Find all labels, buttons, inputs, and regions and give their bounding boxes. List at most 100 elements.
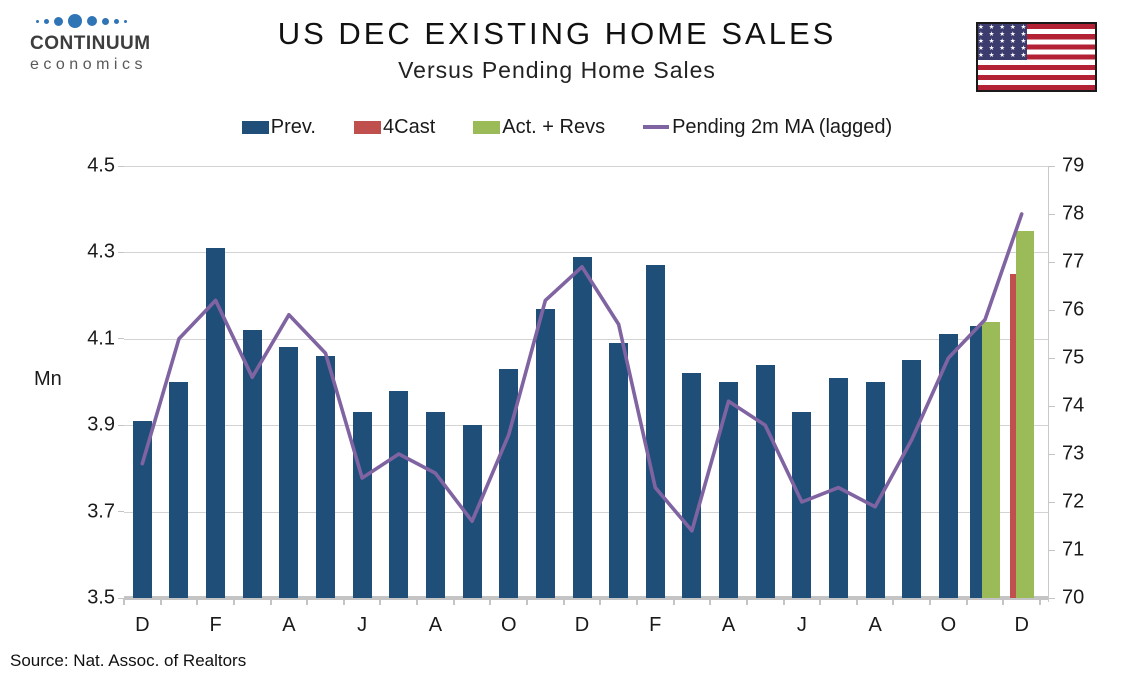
- gridline: [124, 252, 1048, 254]
- bar-prev-: [169, 382, 189, 598]
- x-axis-tick-label: F: [209, 614, 222, 636]
- bar-prev-: [902, 360, 922, 598]
- x-axis-tick: [745, 598, 748, 605]
- left-axis-tick: [118, 338, 124, 340]
- right-axis-tick: [1048, 213, 1055, 215]
- right-axis-tick-label: 74: [1062, 394, 1085, 417]
- bar-prev-: [645, 265, 665, 598]
- bar-prev-: [792, 412, 812, 598]
- left-axis-tick-label: 4.3: [87, 240, 115, 263]
- right-axis-tick-label: 70: [1062, 586, 1085, 609]
- bar-prev-: [242, 330, 262, 598]
- x-axis-tick: [635, 598, 638, 605]
- bar-act-revs: [1015, 230, 1034, 598]
- bar-prev-: [719, 382, 739, 598]
- x-axis-tick: [452, 598, 455, 605]
- left-axis-tick: [118, 165, 124, 167]
- right-axis-tick-label: 77: [1062, 250, 1085, 273]
- x-axis-tick: [232, 598, 235, 605]
- x-axis-tick: [929, 598, 932, 605]
- x-axis-baseline: [124, 596, 1048, 600]
- left-axis-tick: [118, 424, 124, 426]
- logo-dot: [114, 18, 119, 24]
- logo-dot: [87, 16, 97, 26]
- right-axis-tick-label: 75: [1062, 346, 1085, 369]
- x-axis-tick-label: D: [135, 614, 150, 636]
- right-axis-tick: [1048, 165, 1055, 167]
- logo-dot: [102, 17, 109, 25]
- legend-swatch-marker: [354, 120, 381, 134]
- bar-prev-: [206, 248, 226, 598]
- bar-prev-: [279, 347, 299, 598]
- x-axis-tick-label: D: [574, 614, 590, 636]
- right-axis-tick: [1048, 453, 1055, 455]
- logo-text-secondary: economics: [30, 56, 147, 73]
- logo-dot: [54, 16, 63, 26]
- left-axis-tick-label: 4.1: [87, 327, 115, 350]
- legend-label: Act. + Revs: [502, 115, 606, 138]
- x-axis-tick-label: A: [428, 614, 443, 636]
- right-axis-tick: [1048, 261, 1055, 263]
- right-axis-tick: [1048, 597, 1055, 599]
- x-axis-tick: [379, 598, 382, 605]
- x-axis-tick: [342, 598, 345, 605]
- x-axis-tick-label: A: [721, 614, 736, 636]
- x-axis-tick-label: F: [649, 614, 662, 636]
- flag-star-row: ★ ★ ★ ★ ★: [978, 31, 1027, 39]
- left-axis-tick: [118, 511, 124, 513]
- left-axis-tick: [118, 597, 124, 599]
- right-axis-tick: [1048, 549, 1055, 551]
- x-axis-tick: [965, 598, 968, 605]
- right-axis-tick-label: 79: [1062, 154, 1085, 177]
- x-axis-tick: [672, 598, 675, 605]
- x-axis-tick-label: J: [796, 614, 807, 636]
- bar-prev-: [938, 334, 958, 598]
- flag-star-row: ★ ★ ★ ★ ★ ★: [978, 24, 1027, 31]
- bar-prev-: [682, 373, 702, 598]
- x-axis-tick-label: O: [940, 614, 957, 636]
- x-axis-tick-label: J: [357, 614, 368, 636]
- bar-prev-: [462, 425, 482, 598]
- left-axis-tick-label: 3.5: [87, 586, 115, 609]
- chart-subtitle: Versus Pending Home Sales: [398, 57, 716, 83]
- right-axis-tick: [1048, 309, 1055, 311]
- gridline: [124, 166, 1048, 167]
- flag-star-row: ★ ★ ★ ★ ★: [978, 45, 1027, 53]
- x-axis-tick: [855, 598, 858, 605]
- left-axis-unit-label: Mn: [34, 368, 62, 390]
- x-axis-tick: [269, 598, 272, 605]
- x-axis-tick: [306, 598, 309, 605]
- x-axis-tick: [416, 598, 419, 605]
- x-axis-tick: [123, 598, 125, 605]
- x-axis-tick: [489, 598, 492, 605]
- bar-act-revs: [982, 321, 1001, 598]
- x-axis-tick: [709, 598, 712, 605]
- x-axis-tick-label: A: [868, 614, 882, 636]
- logo-text-primary: CONTINUUM: [30, 33, 151, 54]
- logo-dot: [44, 18, 49, 24]
- continuum-economics-logo: CONTINUUM economics: [30, 12, 190, 74]
- x-axis-tick: [159, 598, 162, 605]
- bar-prev-: [572, 256, 592, 598]
- logo-dot: [68, 14, 82, 28]
- x-axis-tick: [1039, 598, 1041, 605]
- bar-prev-: [425, 412, 445, 598]
- legend-item-pending-2m-ma-lagged-: Pending 2m MA (lagged): [643, 116, 892, 139]
- x-axis-tick: [819, 598, 822, 605]
- right-axis-tick-label: 78: [1062, 202, 1085, 225]
- right-axis-tick: [1048, 405, 1055, 407]
- x-axis-tick: [196, 598, 199, 605]
- logo-dots-icon: [30, 12, 190, 30]
- right-axis-line: [1048, 166, 1049, 602]
- legend-line-marker: [643, 125, 670, 129]
- left-axis-tick-label: 3.9: [87, 413, 115, 436]
- legend-item-4cast: 4Cast: [354, 116, 435, 139]
- bar-4cast: [1009, 274, 1016, 598]
- bar-prev-: [865, 382, 885, 598]
- left-axis-tick-label: 4.5: [87, 154, 115, 177]
- bar-prev-: [970, 325, 983, 598]
- right-axis-tick-label: 73: [1062, 442, 1085, 465]
- flag-star-row: ★ ★ ★ ★ ★ ★: [978, 38, 1027, 46]
